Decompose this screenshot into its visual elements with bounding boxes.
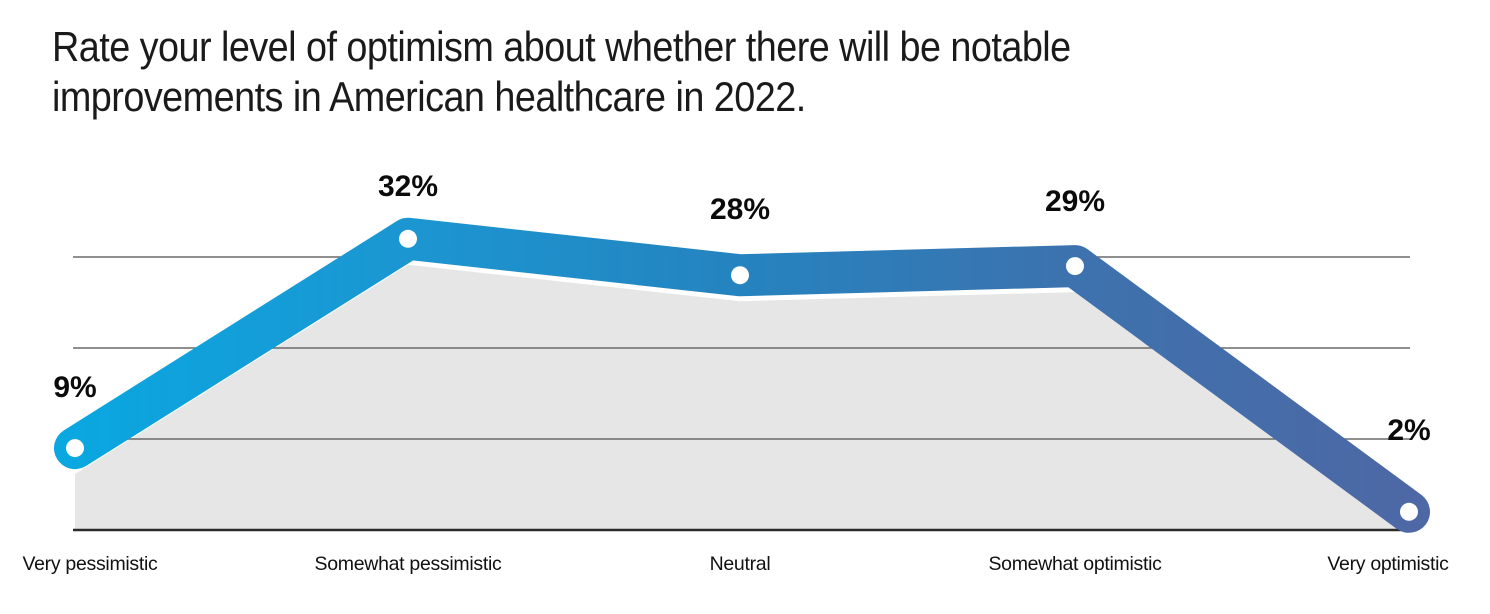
x-axis-label-4: Somewhat optimistic <box>988 553 1162 575</box>
x-axis-label-3: Neutral <box>710 553 771 575</box>
value-label-5: 2% <box>1387 414 1430 447</box>
data-point-marker-3 <box>731 266 749 285</box>
area-fill <box>75 264 1409 530</box>
x-axis-label-2: Somewhat pessimistic <box>315 553 502 575</box>
value-label-2: 32% <box>378 170 438 203</box>
data-point-marker-2 <box>399 229 417 248</box>
value-label-4: 29% <box>1045 185 1105 218</box>
value-label-1: 9% <box>53 371 96 404</box>
data-point-marker-4 <box>1066 257 1084 276</box>
data-point-marker-1 <box>66 439 84 458</box>
data-point-marker-5 <box>1400 502 1418 521</box>
chart-title-line-1: Rate your level of optimism about whethe… <box>52 23 1071 70</box>
chart-title-line-2: improvements in American healthcare in 2… <box>52 73 806 120</box>
x-axis-label-5: Very optimistic <box>1327 553 1449 575</box>
chart-header: Rate your level of optimism about whethe… <box>52 22 1071 122</box>
value-label-3: 28% <box>710 193 770 226</box>
x-axis-label-1: Very pessimistic <box>23 553 159 575</box>
